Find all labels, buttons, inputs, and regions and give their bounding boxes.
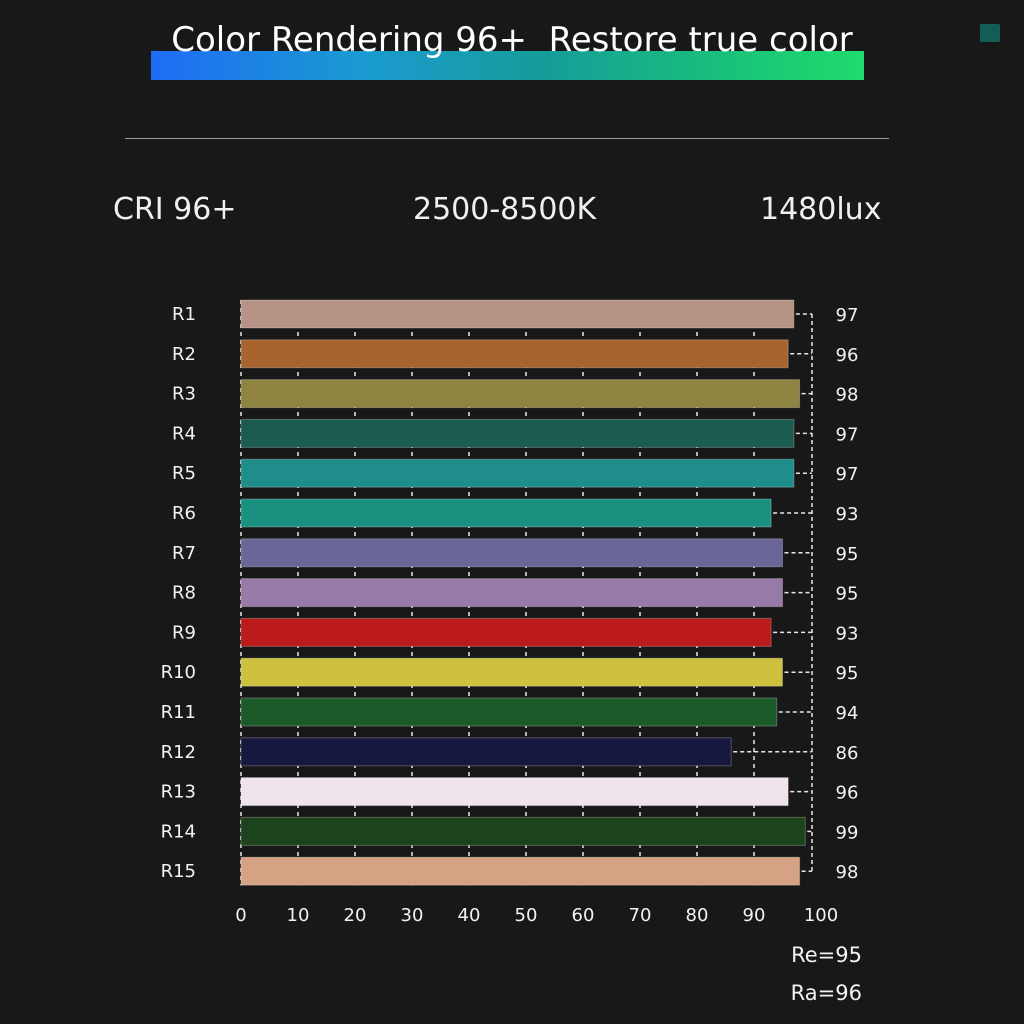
bar-R9 — [240, 617, 772, 647]
value-label: 95 — [836, 663, 859, 684]
value-label: 86 — [836, 743, 859, 764]
category-label: R14 — [161, 821, 196, 842]
x-tick-label: 0 — [235, 905, 246, 926]
bar-R7 — [240, 538, 783, 568]
annotation-ra: Ra=96 — [790, 981, 862, 1005]
category-label: R8 — [172, 583, 196, 604]
value-label: 97 — [836, 464, 859, 485]
category-label: R3 — [172, 384, 196, 405]
x-tick-label: 100 — [804, 905, 838, 926]
category-label: R1 — [172, 304, 196, 325]
bar-R6 — [240, 498, 772, 528]
value-label: 96 — [836, 783, 859, 804]
x-tick-label: 30 — [401, 905, 424, 926]
spec-cct: 2500-8500K — [413, 192, 597, 227]
value-label: 93 — [836, 504, 859, 525]
value-label: 97 — [836, 424, 859, 445]
bar-R10 — [240, 657, 783, 687]
annotation-re: Re=95 — [791, 943, 862, 967]
value-label: 98 — [836, 385, 859, 406]
value-label: 99 — [836, 822, 859, 843]
category-label: R5 — [172, 463, 196, 484]
value-label: 93 — [836, 623, 859, 644]
category-label: R4 — [172, 423, 196, 444]
value-label: 94 — [836, 703, 859, 724]
value-label: 98 — [836, 862, 859, 883]
bar-R14 — [240, 816, 806, 846]
category-label: R13 — [161, 782, 196, 803]
x-tick-label: 70 — [629, 905, 652, 926]
bar-R5 — [240, 458, 795, 488]
category-label: R2 — [172, 344, 196, 365]
x-tick-label: 90 — [743, 905, 766, 926]
x-tick-label: 60 — [572, 905, 595, 926]
x-tick-label: 20 — [344, 905, 367, 926]
x-tick-label: 10 — [287, 905, 310, 926]
category-label: R12 — [161, 742, 196, 763]
title-gradient-bar — [151, 51, 864, 80]
category-label: R10 — [161, 662, 196, 683]
page-title: Color Rendering 96+ Restore true color — [171, 20, 853, 60]
category-label: R7 — [172, 543, 196, 564]
category-label: R11 — [161, 702, 196, 723]
watermark-logo-icon — [980, 24, 1000, 42]
category-label: R15 — [161, 861, 196, 882]
bar-R11 — [240, 697, 778, 727]
bar-R13 — [240, 777, 789, 807]
value-label: 95 — [836, 544, 859, 565]
bar-R2 — [240, 339, 789, 369]
category-label: R9 — [172, 622, 196, 643]
bar-R4 — [240, 418, 795, 448]
category-label: R6 — [172, 503, 196, 524]
bar-R12 — [240, 737, 732, 767]
spec-lux: 1480lux — [760, 192, 882, 227]
value-label: 97 — [836, 305, 859, 326]
x-tick-label: 40 — [458, 905, 481, 926]
bar-R8 — [240, 578, 783, 608]
x-tick-label: 80 — [686, 905, 709, 926]
divider — [125, 138, 889, 139]
bar-R3 — [240, 379, 801, 409]
x-tick-label: 50 — [515, 905, 538, 926]
bar-R1 — [240, 299, 795, 329]
spec-cri: CRI 96+ — [113, 192, 237, 227]
value-label: 95 — [836, 584, 859, 605]
value-label: 96 — [836, 345, 859, 366]
bar-R15 — [240, 856, 801, 886]
